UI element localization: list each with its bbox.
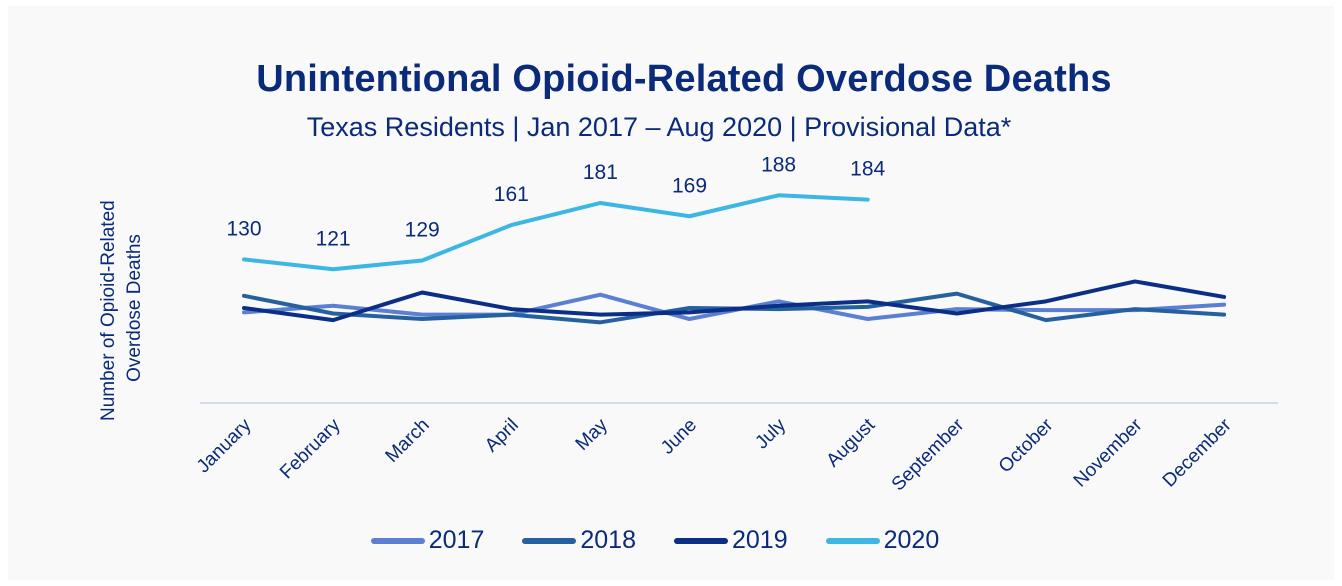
x-tick-label: August xyxy=(823,414,880,471)
y-axis-label-line-1: Number of Opioid-Related xyxy=(98,200,119,421)
legend-item-2020: 2020 xyxy=(825,526,940,555)
data-labels: 130 121 129 161 181 169 188 184 xyxy=(226,153,885,250)
legend-item-2018: 2018 xyxy=(522,526,636,555)
legend-swatch xyxy=(370,537,425,544)
x-tick-label: September xyxy=(888,414,969,495)
x-tick-label: October xyxy=(995,414,1058,477)
series-line-2019 xyxy=(242,279,1227,323)
series-lines xyxy=(242,193,1227,325)
x-tick-label: November xyxy=(1070,414,1147,491)
legend-label: 2019 xyxy=(732,526,788,554)
legend-label: 2018 xyxy=(580,526,636,554)
y-axis-label: Number of Opioid-Related Overdose Deaths xyxy=(98,195,145,421)
x-tick-label: June xyxy=(657,415,701,459)
x-tick-labels: January February March April May June July Augu… xyxy=(193,414,1236,495)
y-axis-label-line-2: Overdose Deaths xyxy=(124,234,145,382)
x-tick-label: January xyxy=(193,414,256,477)
series-line-2020 xyxy=(242,193,870,272)
x-tick-label: April xyxy=(481,415,523,457)
data-label: 161 xyxy=(494,183,529,206)
x-tick-label: February xyxy=(276,414,345,483)
legend-swatch xyxy=(825,537,880,544)
data-label: 188 xyxy=(761,153,796,176)
legend-item-2017: 2017 xyxy=(370,526,485,555)
legend: 2017 2018 2019 2020 xyxy=(0,526,1310,555)
x-tick-label: December xyxy=(1159,414,1236,491)
data-label: 181 xyxy=(583,161,618,184)
data-label: 130 xyxy=(226,217,261,240)
legend-label: 2020 xyxy=(883,526,940,554)
data-label: 121 xyxy=(316,227,351,250)
chart-title: Unintentional Opioid-Related Overdose De… xyxy=(256,58,1112,100)
x-tick-label: May xyxy=(572,414,613,455)
chart-frame xyxy=(8,6,1334,580)
legend-label: 2017 xyxy=(428,526,485,554)
data-label: 184 xyxy=(850,158,885,181)
data-label: 169 xyxy=(672,174,707,197)
chart-subtitle: Texas Residents | Jan 2017 – Aug 2020 | … xyxy=(306,112,1012,142)
x-tick-label: July xyxy=(751,414,790,453)
legend-item-2019: 2019 xyxy=(674,526,788,555)
x-tick-label: March xyxy=(382,415,434,467)
legend-swatch xyxy=(522,537,577,544)
legend-swatch xyxy=(674,537,728,544)
data-label: 129 xyxy=(405,218,440,241)
